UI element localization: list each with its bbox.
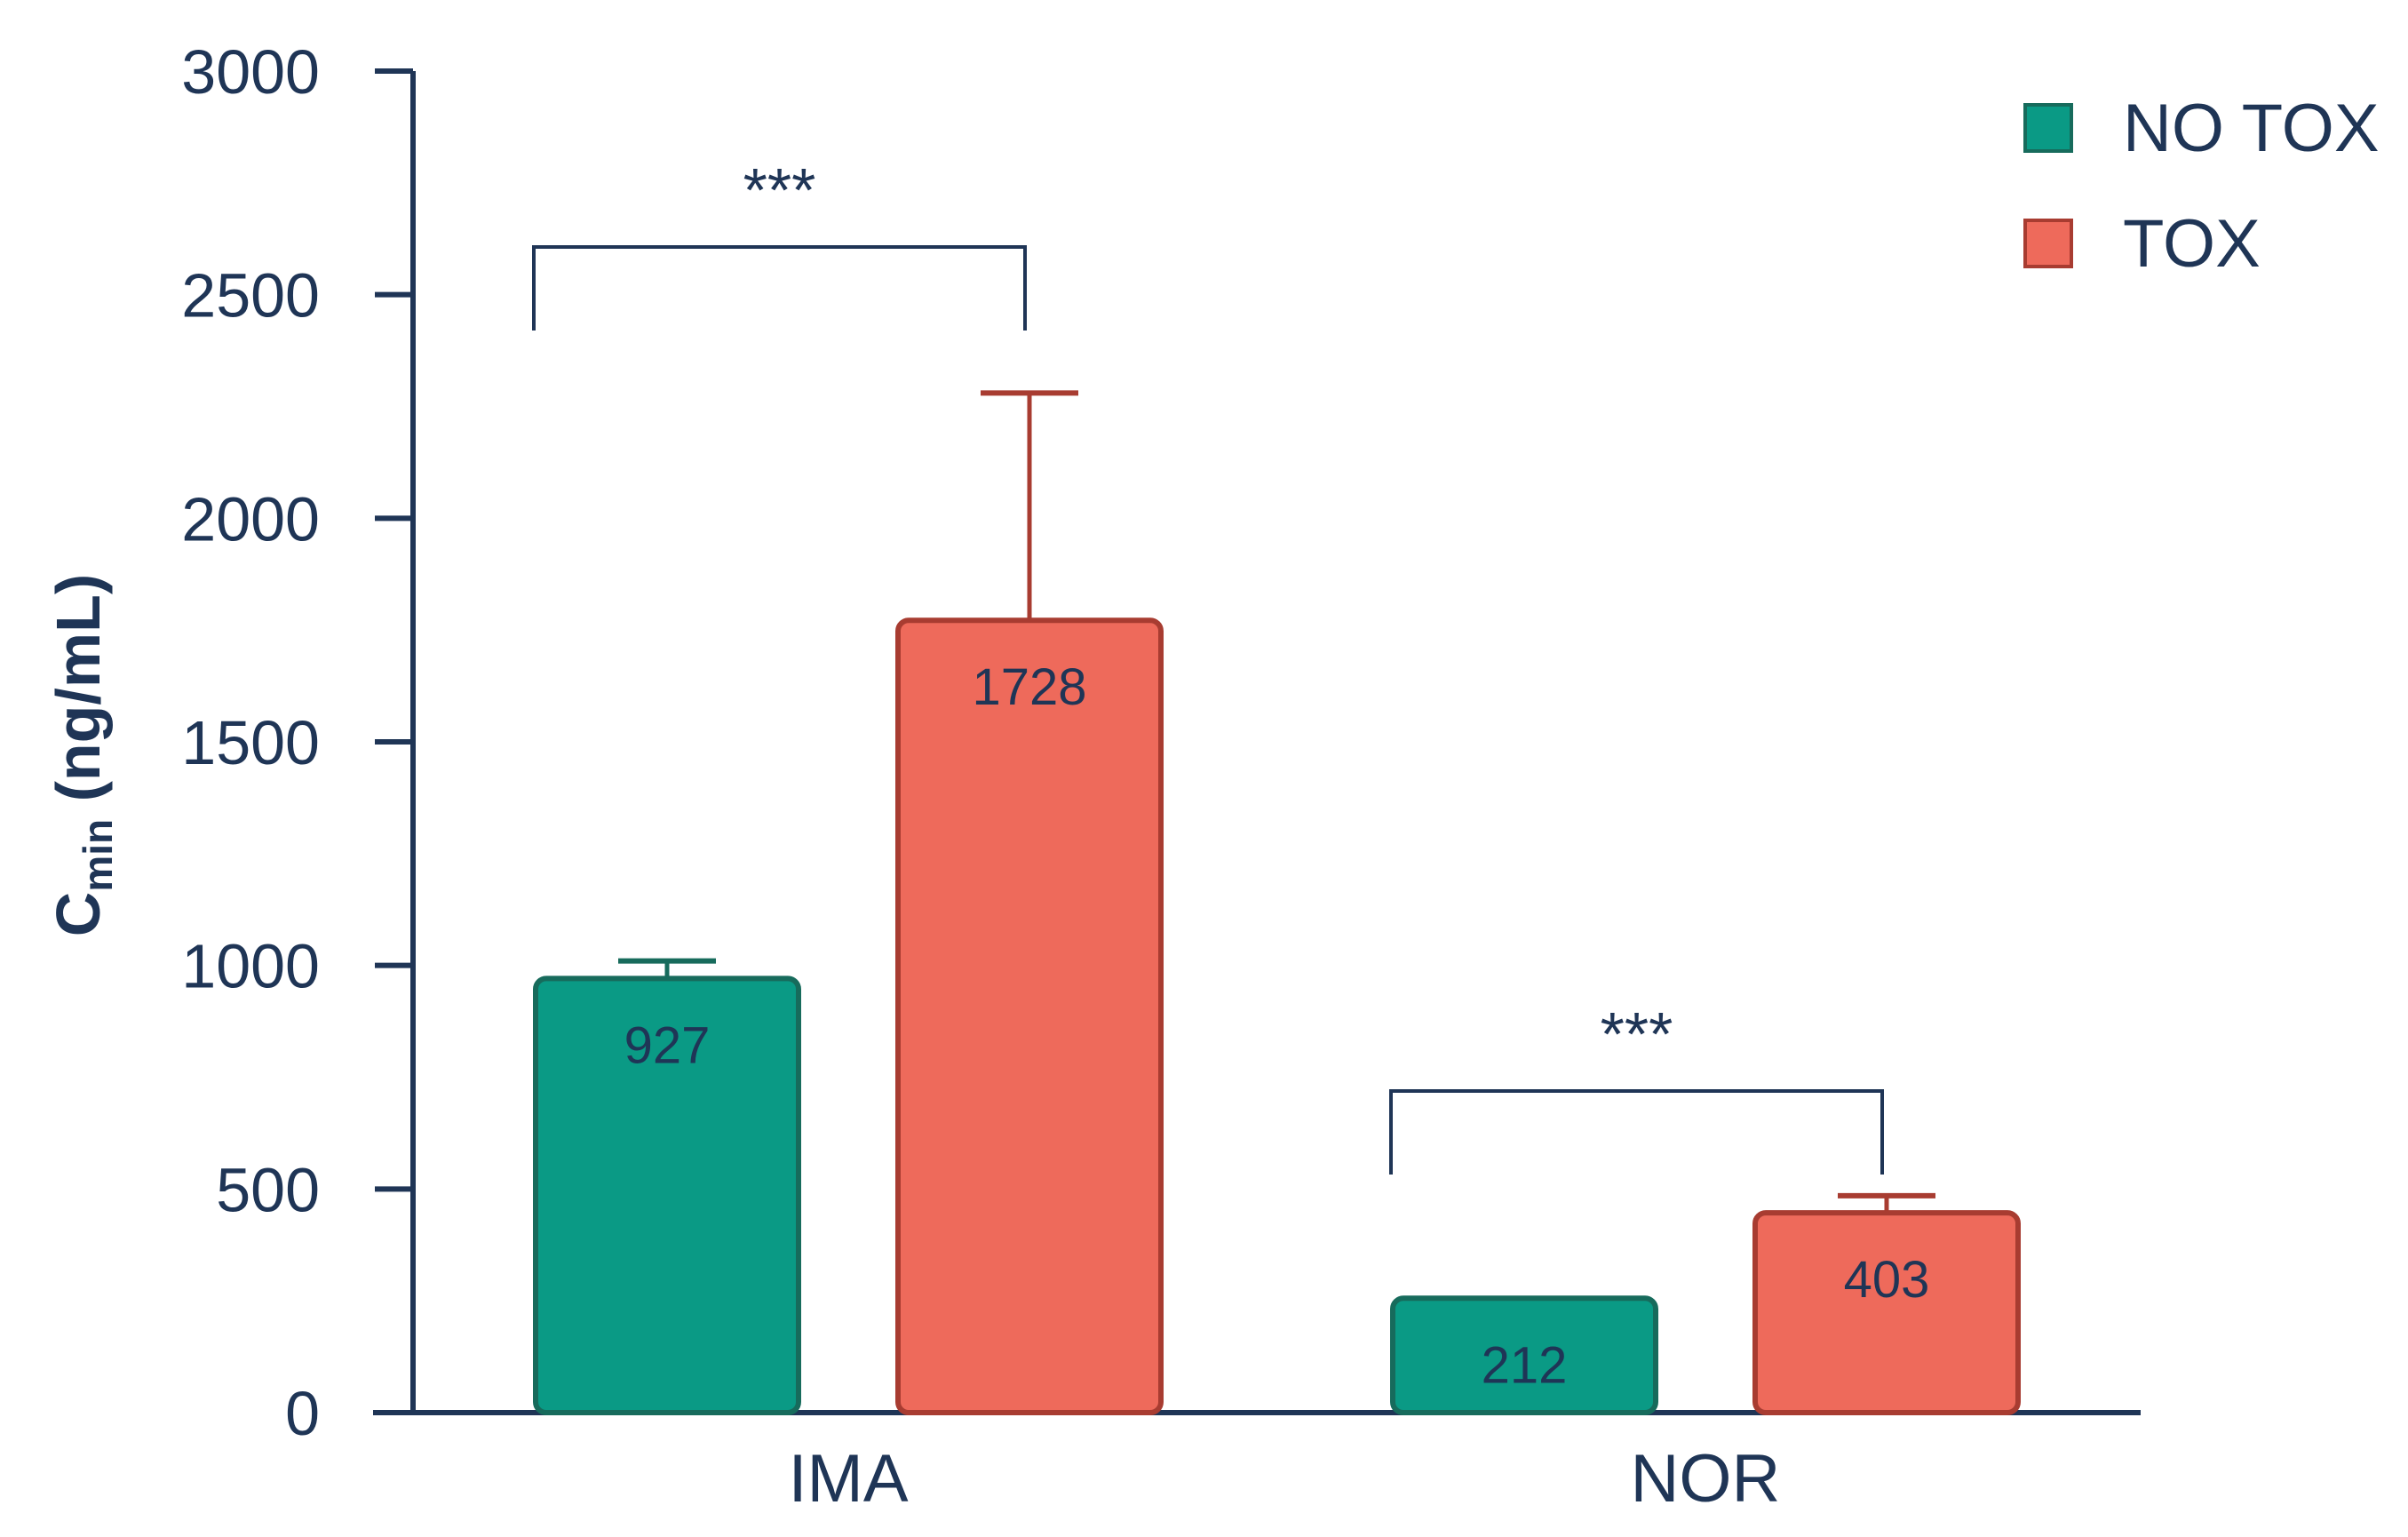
significance-label: *** xyxy=(1601,999,1673,1069)
data-label: 1728 xyxy=(972,658,1086,716)
significance-bracket xyxy=(532,245,1027,330)
y-tick-label: 2000 xyxy=(181,484,320,553)
bar-tox-nor xyxy=(1752,1210,2021,1415)
bar-tox-ima xyxy=(895,617,1164,1415)
y-tick-label: 1000 xyxy=(181,932,320,1001)
x-tick-label: IMA xyxy=(788,1441,908,1517)
legend-label: NO TOX xyxy=(2123,91,2380,166)
data-label: 927 xyxy=(624,1016,711,1074)
significance-label: *** xyxy=(743,155,816,225)
y-axis-title: Cmin (ng/mL) xyxy=(44,574,121,936)
legend-label: TOX xyxy=(2123,206,2261,282)
legend-swatch xyxy=(2023,219,2073,268)
y-tick-label: 0 xyxy=(285,1379,320,1448)
significance-bracket xyxy=(1389,1089,1884,1175)
x-tick-label: NOR xyxy=(1631,1441,1781,1517)
axes: 0 500 1000 1500 2000 2500 3000 IMA NOR xyxy=(181,37,2141,1517)
legend-swatch xyxy=(2023,103,2073,153)
y-tick-label: 2500 xyxy=(181,261,320,330)
y-axis-label: Cmin (ng/mL) xyxy=(44,574,121,936)
data-label: 403 xyxy=(1844,1251,1930,1309)
legend: NO TOX TOX xyxy=(2023,91,2380,282)
bar-no-tox-ima xyxy=(533,976,801,1416)
y-tick-label: 1500 xyxy=(181,708,320,777)
data-label: 212 xyxy=(1482,1336,1568,1394)
bar-no-tox-nor xyxy=(1390,1295,1658,1415)
bars: 927 1728 212 403 xyxy=(533,390,2021,1416)
annotations: *** *** xyxy=(532,155,1884,1175)
y-tick-label: 3000 xyxy=(181,37,320,107)
y-tick-label: 500 xyxy=(216,1155,320,1224)
